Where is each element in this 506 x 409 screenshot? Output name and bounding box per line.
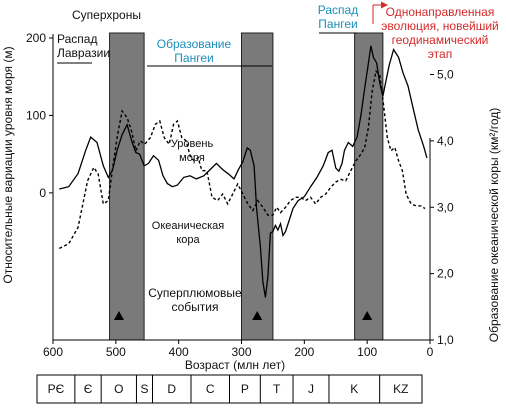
timescale-period-k: K (350, 382, 358, 396)
y-right-tick-label-2: 4,0 (437, 134, 454, 148)
annotations: Распад Лавразии Образование Пангеи Распад Пан… (57, 1, 499, 246)
y-left-tick-label-2: 100 (26, 108, 46, 122)
series-line-1 (59, 45, 428, 298)
y-right-tick-label-3: 3,0 (437, 200, 454, 214)
x-tick-label-5: 200 (294, 345, 314, 359)
x-tick-label-6: 100 (357, 345, 377, 359)
x-tick-label-4: 300 (231, 345, 251, 359)
timescale-period-o: O (114, 382, 123, 396)
red-arrow-head (381, 1, 388, 9)
y-left-axis-label: Относительные вариации уровня моря (м) (1, 46, 15, 283)
annotation-sea-level: Уровень моря (171, 138, 214, 164)
timescale-period-kz: KZ (393, 382, 408, 396)
annotation-oceanic-crust: Океаническая кора (152, 220, 224, 246)
plume-marker-1 (113, 311, 124, 320)
superchron-band-1 (109, 32, 145, 341)
y-left-tick-label-3: 0 (39, 186, 46, 200)
plume-events-label: Суперплюмовые события (148, 286, 242, 314)
annotation-pangea-formation: Образование Пангеи (157, 37, 232, 65)
timescale-period-t: T (273, 382, 281, 396)
superchron-band-3 (354, 32, 384, 341)
timescale-period-j: J (308, 382, 314, 396)
timescale-period-pє: PЄ (48, 382, 65, 396)
timescale-period-p: P (241, 382, 249, 396)
plume-markers (113, 311, 373, 320)
timescale-period-s: S (140, 382, 148, 396)
y-right-tick-label-5: 1,0 (437, 333, 454, 347)
x-tick-label-1: 600 (43, 345, 63, 359)
y-right-tick-label-4: 2,0 (437, 267, 454, 281)
timescale-period-є: Є (84, 382, 93, 396)
timescale-period-c: C (206, 382, 215, 396)
plume-marker-2 (252, 311, 263, 320)
series-line-2 (58, 69, 426, 250)
y-left-tick-label-1: 200 (26, 31, 46, 45)
y-right-tick-label-1: 5,0 (437, 68, 454, 82)
x-tick-label-7: 0 (427, 345, 434, 359)
x-axis-label: Возраст (млн лет) (185, 358, 285, 372)
tick-labels: 600 500 400 300 200 100 0 200 100 0 5,0 4,0 3,0 2,0 1,… (26, 31, 454, 359)
y-right-axis-label: Образование океанической коры (км²/год) (487, 108, 501, 343)
superchron-band-2 (241, 32, 274, 341)
plume-marker-3 (362, 311, 373, 320)
annotation-laurasia-breakup: Распад Лавразии (57, 32, 110, 60)
geologic-timescale: PЄ Є O S D C P T J K KZ (36, 374, 423, 404)
x-tick-label-2: 500 (106, 345, 126, 359)
annotation-pangea-breakup: Распад Пангеи (318, 3, 358, 31)
superchron-bands (109, 32, 384, 341)
superchrons-label: Суперхроны (72, 8, 141, 22)
series-layer (58, 45, 428, 298)
timescale-period-d: D (167, 382, 176, 396)
x-tick-label-3: 400 (169, 345, 189, 359)
annotation-unidirectional-evolution: Однонаправленная эволюция, новейший геодин… (381, 5, 498, 61)
